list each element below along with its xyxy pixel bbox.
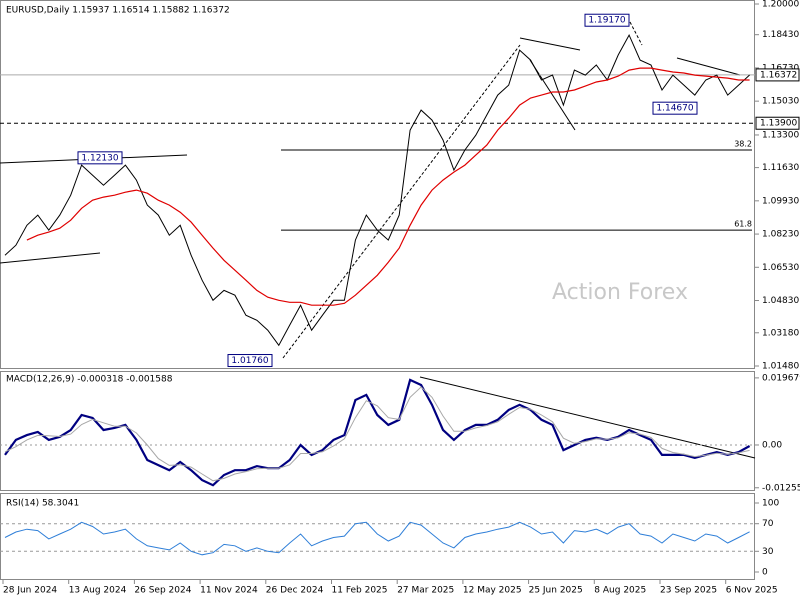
annotation-box (584, 13, 630, 27)
annotation: 1.12130 (81, 153, 118, 163)
trendline (282, 44, 521, 359)
y-tick-label: 1.09930 (762, 196, 799, 206)
y-tick-label: 0.019679 (762, 373, 800, 383)
y-tick-label: 1.08230 (762, 230, 799, 240)
x-tick-label: 6 Nov 2025 (726, 586, 778, 596)
series-line (4, 386, 750, 482)
trendline (519, 37, 581, 51)
macd-panel (0, 371, 755, 491)
price-label-box (755, 116, 800, 130)
rsi-panel (0, 493, 755, 580)
y-tick-label: 1.03180 (762, 328, 799, 338)
trendline (676, 57, 741, 76)
series-line (4, 33, 750, 347)
macd-title: MACD(12,26,9) -0.000318 -0.001588 (6, 375, 173, 385)
fib-label: 61.8 (734, 220, 752, 229)
price-label: 1.13900 (760, 119, 797, 129)
y-tick-label: 0 (762, 568, 768, 578)
series-line (4, 521, 750, 556)
x-tick-label: 12 May 2025 (463, 586, 522, 596)
series-line (4, 378, 751, 487)
x-tick-label: 25 Jun 2025 (529, 586, 583, 596)
annotation: 1.19170 (588, 16, 625, 26)
rsi-title: RSI(14) 58.3041 (6, 499, 79, 509)
x-tick-label: 13 Aug 2024 (69, 586, 127, 596)
y-tick-label: 1.15030 (762, 97, 799, 107)
annotation-box (227, 354, 273, 368)
price-label-box (755, 68, 800, 82)
y-tick-label: -0.012552 (762, 483, 800, 493)
x-tick-label: 11 Feb 2025 (332, 586, 388, 596)
y-tick-label: 1.01480 (762, 362, 799, 372)
watermark: Action Forex (552, 280, 688, 305)
x-tick-label: 23 Sep 2025 (660, 586, 717, 596)
x-tick-label: 27 Mar 2025 (397, 586, 454, 596)
price-panel (0, 0, 755, 369)
x-tick-label: 8 Aug 2025 (594, 586, 646, 596)
price-label: 1.16372 (760, 70, 797, 80)
price-title: EURUSD,Daily 1.15937 1.16514 1.15882 1.1… (6, 6, 230, 16)
y-tick-label: 1.20000 (762, 0, 799, 10)
annotation-box (77, 151, 123, 165)
x-tick-label: 11 Nov 2024 (200, 586, 258, 596)
y-tick-label: 0.00 (762, 440, 782, 450)
trendline (629, 21, 643, 46)
trendline (419, 376, 756, 459)
y-tick-label: 1.13300 (762, 130, 799, 140)
y-tick-label: 30 (762, 547, 774, 557)
annotation-box (652, 101, 698, 115)
x-tick-label: 26 Sep 2024 (134, 586, 191, 596)
x-tick-label: 26 Dec 2024 (266, 586, 324, 596)
y-tick-label: 1.04830 (762, 296, 799, 306)
x-tick-label: 28 Jun 2024 (3, 586, 57, 596)
y-tick-label: 70 (762, 519, 774, 529)
trendline (0, 252, 101, 264)
y-tick-label: 1.11630 (762, 163, 799, 173)
series-line (26, 67, 750, 306)
fib-label: 38.2 (734, 140, 752, 149)
y-tick-label: 1.06530 (762, 263, 799, 273)
annotation: 1.01760 (231, 356, 268, 366)
y-tick-label: 1.18430 (762, 30, 799, 40)
annotation: 1.14670 (656, 104, 693, 114)
y-tick-label: 100 (762, 499, 779, 509)
